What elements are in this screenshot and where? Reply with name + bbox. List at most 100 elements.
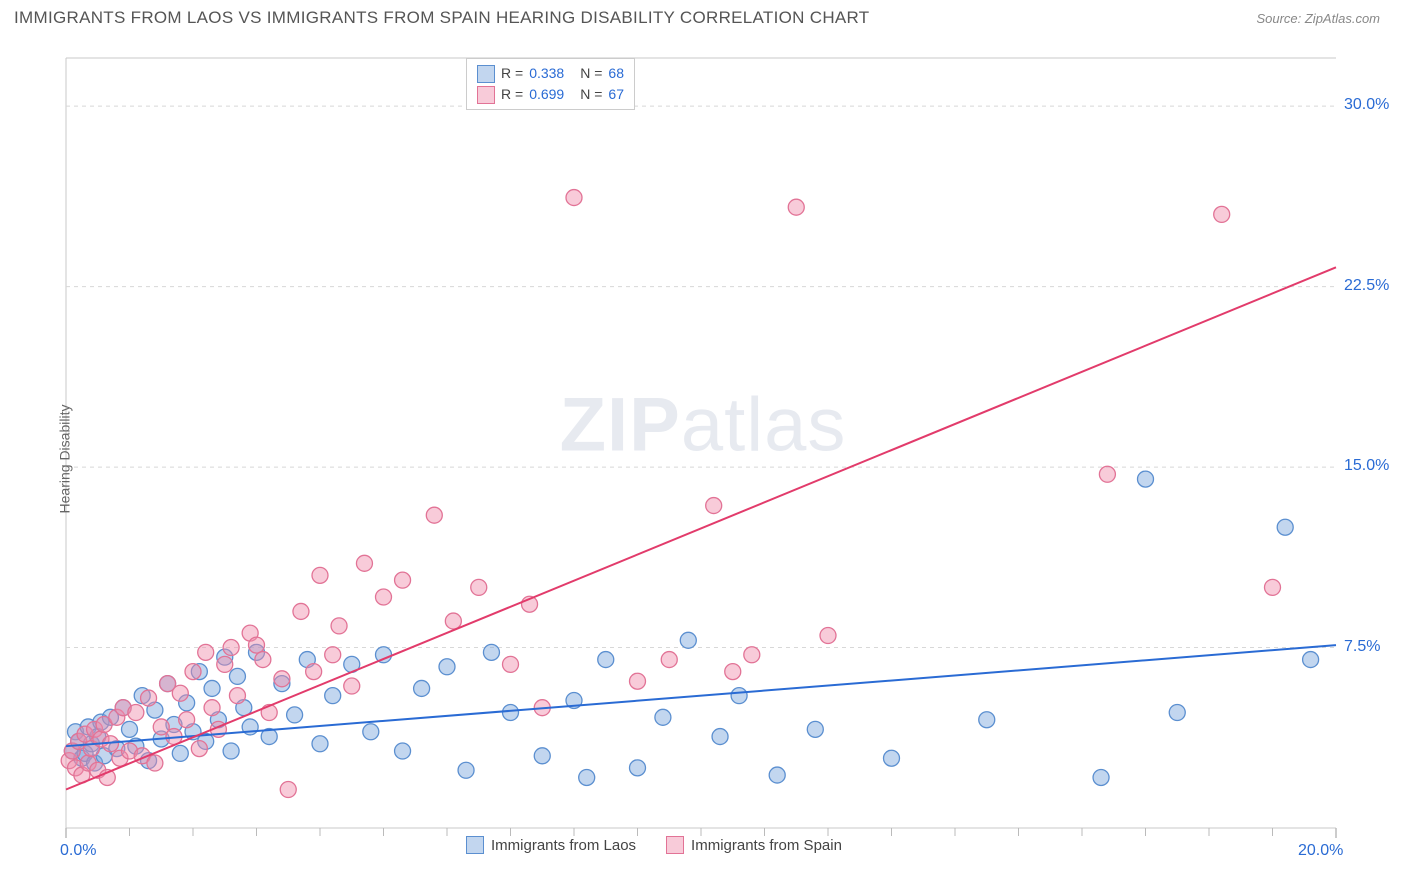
chart-container: Hearing Disability ZIPatlas R =0.338N =6… xyxy=(14,40,1392,878)
scatter-point xyxy=(1265,579,1281,595)
r-label: R = xyxy=(501,63,523,84)
y-tick-label: 22.5% xyxy=(1344,277,1389,295)
scatter-point xyxy=(630,760,646,776)
scatter-point xyxy=(471,579,487,595)
scatter-point xyxy=(598,652,614,668)
scatter-point xyxy=(217,656,233,672)
legend-series-item: Immigrants from Laos xyxy=(466,836,636,854)
scatter-point xyxy=(579,769,595,785)
scatter-point xyxy=(661,652,677,668)
legend-swatch xyxy=(466,836,484,854)
scatter-point xyxy=(122,721,138,737)
scatter-point xyxy=(483,644,499,660)
scatter-point xyxy=(325,688,341,704)
scatter-point xyxy=(630,673,646,689)
scatter-point xyxy=(191,741,207,757)
y-axis-title: Hearing Disability xyxy=(56,405,72,514)
scatter-point xyxy=(788,199,804,215)
scatter-point xyxy=(249,637,265,653)
regression-line xyxy=(66,267,1336,789)
scatter-point xyxy=(128,705,144,721)
legend-stat-row: R = 0.699 N = 67 xyxy=(477,84,624,105)
scatter-point xyxy=(395,572,411,588)
scatter-point xyxy=(503,656,519,672)
scatter-point xyxy=(287,707,303,723)
r-value: 0.699 xyxy=(529,84,564,105)
x-tick-label: 20.0% xyxy=(1298,842,1343,860)
scatter-point xyxy=(1099,466,1115,482)
scatter-point xyxy=(179,712,195,728)
scatter-point xyxy=(1169,705,1185,721)
scatter-point xyxy=(223,743,239,759)
r-label: R = xyxy=(501,84,523,105)
scatter-point xyxy=(204,680,220,696)
scatter-point xyxy=(503,705,519,721)
legend-swatch xyxy=(666,836,684,854)
n-label: N = xyxy=(580,84,602,105)
legend-series-label: Immigrants from Laos xyxy=(491,837,636,854)
scatter-point xyxy=(172,745,188,761)
scatter-point xyxy=(147,755,163,771)
scatter-point xyxy=(445,613,461,629)
scatter-point xyxy=(312,567,328,583)
scatter-point xyxy=(655,709,671,725)
scatter-point xyxy=(331,618,347,634)
scatter-point xyxy=(1303,652,1319,668)
scatter-point xyxy=(172,685,188,701)
scatter-point xyxy=(979,712,995,728)
scatter-point xyxy=(306,664,322,680)
scatter-point xyxy=(223,640,239,656)
scatter-point xyxy=(185,664,201,680)
scatter-point xyxy=(344,678,360,694)
legend-stat-row: R = 0.338 N = 68 xyxy=(477,63,624,84)
scatter-point xyxy=(884,750,900,766)
page-title: IMMIGRANTS FROM LAOS VS IMMIGRANTS FROM … xyxy=(14,8,870,28)
x-tick-label: 0.0% xyxy=(60,842,96,860)
scatter-point xyxy=(680,632,696,648)
legend-series-label: Immigrants from Spain xyxy=(691,837,842,854)
scatter-point xyxy=(325,647,341,663)
scatter-point xyxy=(356,555,372,571)
legend-series-item: Immigrants from Spain xyxy=(666,836,842,854)
n-value: 68 xyxy=(608,63,624,84)
scatter-point xyxy=(1093,769,1109,785)
legend-swatch xyxy=(477,65,495,83)
scatter-point xyxy=(274,671,290,687)
scatter-point xyxy=(141,690,157,706)
scatter-point xyxy=(1214,206,1230,222)
scatter-point xyxy=(293,603,309,619)
y-tick-label: 30.0% xyxy=(1344,96,1389,114)
scatter-point xyxy=(363,724,379,740)
legend-stats-box: R = 0.338 N = 68 R = 0.699 N = 67 xyxy=(466,58,635,110)
legend-series: Immigrants from Laos Immigrants from Spai… xyxy=(466,836,842,854)
scatter-point xyxy=(731,688,747,704)
scatter-point xyxy=(312,736,328,752)
n-label: N = xyxy=(580,63,602,84)
scatter-point xyxy=(820,628,836,644)
scatter-point xyxy=(706,498,722,514)
r-value: 0.338 xyxy=(529,63,564,84)
scatter-point xyxy=(198,644,214,660)
source-attribution: Source: ZipAtlas.com xyxy=(1256,11,1380,26)
scatter-point xyxy=(566,190,582,206)
scatter-point xyxy=(426,507,442,523)
scatter-point xyxy=(769,767,785,783)
n-value: 67 xyxy=(608,84,624,105)
y-tick-label: 15.0% xyxy=(1344,457,1389,475)
scatter-point xyxy=(414,680,430,696)
scatter-point xyxy=(395,743,411,759)
scatter-point xyxy=(725,664,741,680)
scatter-point xyxy=(376,589,392,605)
scatter-point xyxy=(458,762,474,778)
correlation-scatter-chart xyxy=(14,40,1392,878)
scatter-point xyxy=(229,668,245,684)
scatter-point xyxy=(255,652,271,668)
scatter-point xyxy=(744,647,760,663)
y-tick-label: 7.5% xyxy=(1344,638,1380,656)
scatter-point xyxy=(280,782,296,798)
scatter-point xyxy=(534,748,550,764)
scatter-point xyxy=(712,729,728,745)
legend-swatch xyxy=(477,86,495,104)
scatter-point xyxy=(1138,471,1154,487)
scatter-point xyxy=(1277,519,1293,535)
